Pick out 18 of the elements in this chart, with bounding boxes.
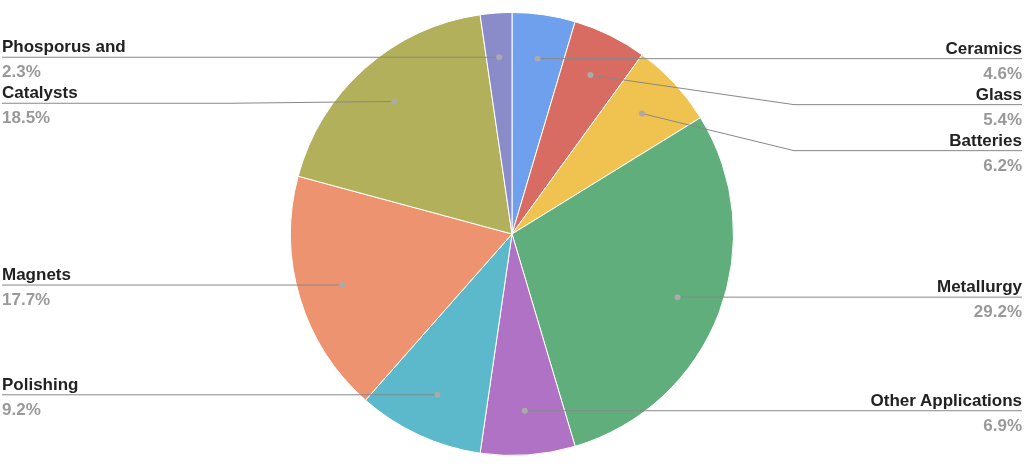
slice-label: Glass [975,84,1022,104]
slice-label: Ceramics [945,38,1022,58]
data-label: 6.9% [983,415,1022,435]
slice-label: Polishing [2,374,79,394]
data-label: 18.5% [2,108,51,128]
data-label: 2.3% [2,62,41,82]
data-label: 6.2% [983,155,1022,175]
data-label: 17.7% [2,290,51,310]
slice-label: Batteries [949,130,1022,150]
slice-label: Phosporus and [2,37,126,57]
slice-label: Catalysts [2,83,78,103]
data-label: 29.2% [973,302,1022,322]
slice-label: Magnets [2,265,71,285]
slice-label: Metallurgy [936,277,1023,297]
data-label: 4.6% [983,63,1022,83]
data-label: 9.2% [2,399,41,419]
slice-label: Other Applications [870,390,1022,410]
data-label: 5.4% [983,109,1022,129]
